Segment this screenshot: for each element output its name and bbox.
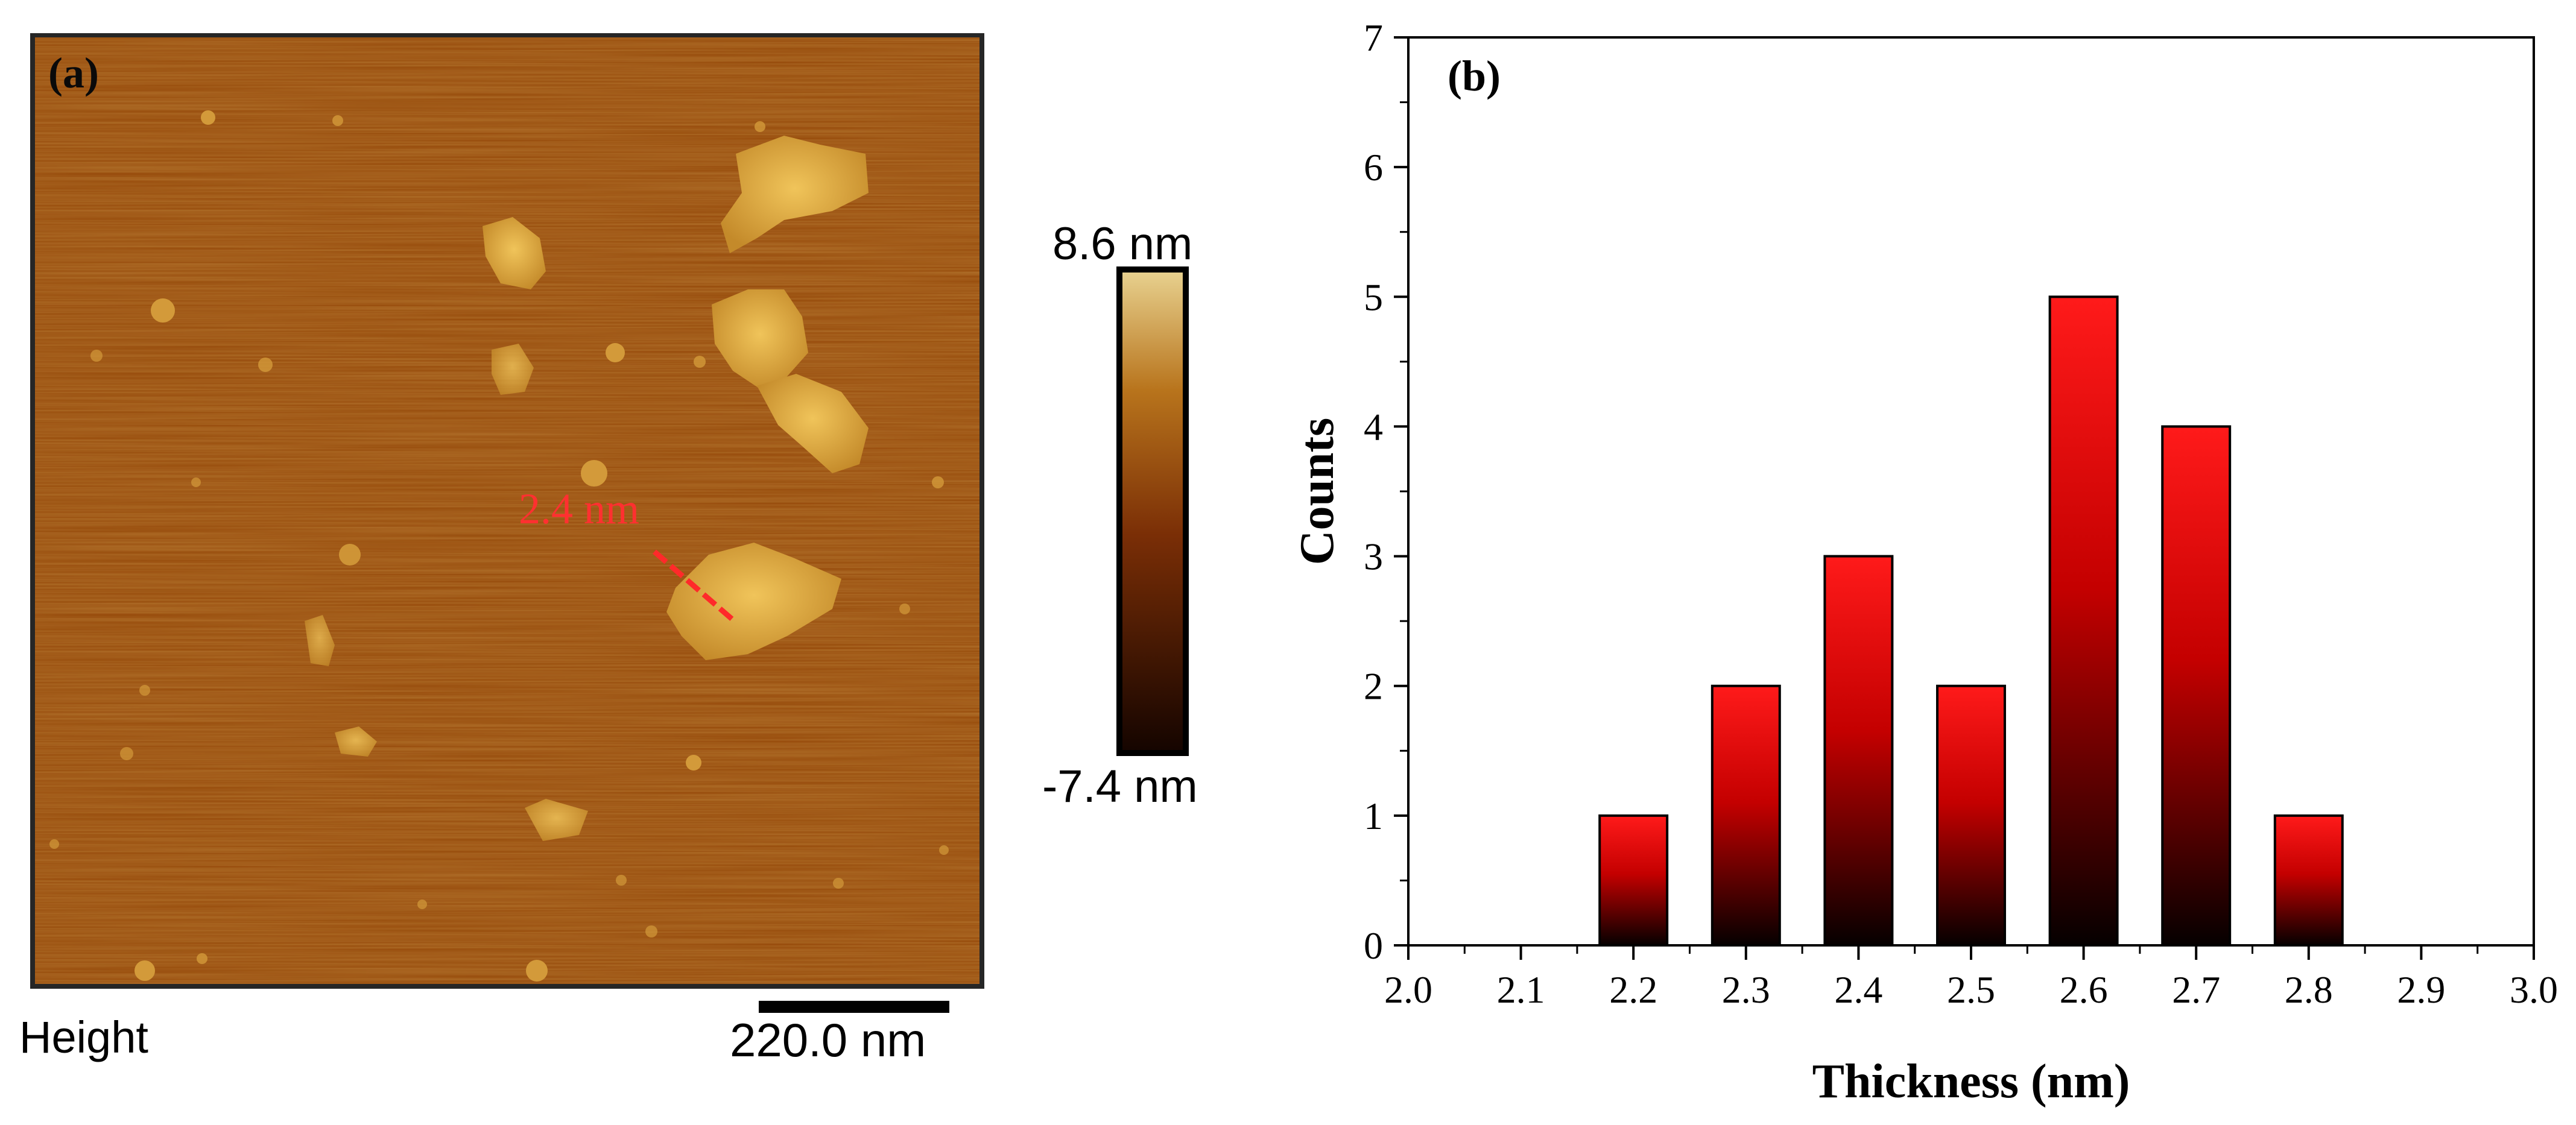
x-tick-label: 2.2 bbox=[1609, 968, 1657, 1011]
bar-2.2 bbox=[1598, 814, 1669, 947]
colorbar-min-label: -7.4 nm bbox=[1042, 761, 1198, 812]
thickness-measure-label: 2.4 nm bbox=[519, 485, 639, 533]
panel-a-label: (a) bbox=[48, 49, 99, 97]
x-tick-label: 2.1 bbox=[1497, 968, 1545, 1011]
bars bbox=[1598, 295, 2344, 947]
y-axis-label: Counts bbox=[1291, 418, 1344, 566]
y-axis-tick-labels: 0 1 2 3 4 5 6 7 bbox=[1364, 16, 1383, 967]
thickness-measure-line bbox=[653, 549, 735, 622]
x-axis-ticks bbox=[1407, 945, 2535, 960]
scale-bar-label: 220.0 nm bbox=[730, 1013, 926, 1067]
x-axis-tick-labels: 2.0 2.1 2.2 2.3 2.4 2.5 2.6 2.7 2.8 2.9 3.0 bbox=[1384, 968, 2558, 1011]
y-axis-ticks bbox=[1394, 36, 1408, 947]
y-tick-label: 6 bbox=[1364, 146, 1383, 189]
bar-2.3 bbox=[1710, 684, 1781, 947]
colorbar bbox=[1116, 266, 1189, 756]
y-tick-label: 1 bbox=[1364, 795, 1383, 837]
afm-particles bbox=[49, 110, 949, 982]
flake bbox=[305, 615, 335, 666]
x-tick-label: 2.8 bbox=[2285, 968, 2333, 1011]
y-tick-label: 7 bbox=[1364, 16, 1383, 59]
x-tick-label: 2.9 bbox=[2397, 968, 2445, 1011]
flake bbox=[712, 289, 808, 389]
afm-flakes bbox=[305, 136, 869, 841]
x-tick-label: 2.6 bbox=[2060, 968, 2108, 1011]
channel-label: Height bbox=[19, 1012, 148, 1062]
x-tick-label: 2.3 bbox=[1722, 968, 1770, 1011]
colorbar-max-label: 8.6 nm bbox=[1052, 218, 1192, 269]
y-tick-label: 3 bbox=[1364, 535, 1383, 578]
bar-2.6 bbox=[2048, 295, 2119, 947]
bar-2.7 bbox=[2161, 425, 2232, 947]
y-tick-label: 5 bbox=[1364, 276, 1383, 318]
panel-a: 2.4 nm (a) 220.0 nm Height 8.6 nm -7.4 n… bbox=[19, 33, 1198, 1067]
flake bbox=[492, 344, 534, 395]
x-tick-label: 3.0 bbox=[2510, 968, 2558, 1011]
y-tick-label: 4 bbox=[1364, 405, 1383, 448]
flake bbox=[721, 136, 869, 253]
x-tick-label: 2.5 bbox=[1947, 968, 1995, 1011]
flake bbox=[335, 726, 377, 757]
x-tick-label: 2.0 bbox=[1384, 968, 1432, 1011]
y-tick-label: 0 bbox=[1364, 924, 1383, 967]
x-tick-label: 2.4 bbox=[1834, 968, 1882, 1011]
bar-2.4 bbox=[1823, 555, 1894, 947]
panel-b-label: (b) bbox=[1448, 52, 1501, 100]
bar-2.8 bbox=[2273, 814, 2344, 947]
y-tick-label: 2 bbox=[1364, 665, 1383, 708]
flake bbox=[525, 799, 588, 841]
flake bbox=[666, 543, 841, 660]
flake bbox=[483, 217, 546, 289]
bar-2.5 bbox=[1936, 684, 2006, 947]
flake bbox=[757, 374, 869, 473]
thickness-histogram: 2.0 2.1 2.2 2.3 2.4 2.5 2.6 2.7 2.8 2.9 3.0 0 1 2 3 4 5… bbox=[1291, 16, 2558, 1108]
x-axis-label: Thickness (nm) bbox=[1812, 1055, 2130, 1108]
x-tick-label: 2.7 bbox=[2172, 968, 2220, 1011]
scale-bar bbox=[759, 1001, 949, 1013]
